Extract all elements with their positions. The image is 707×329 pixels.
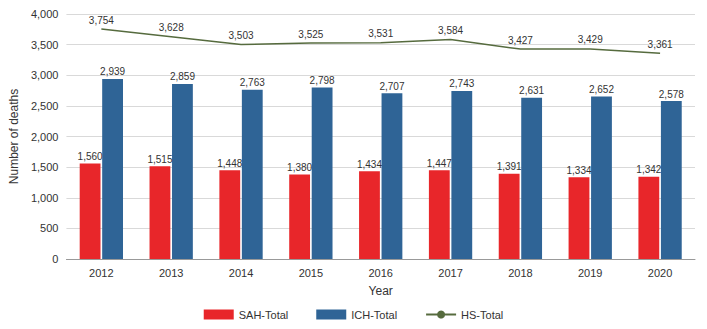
svg-text:3,361: 3,361 [648,39,673,50]
svg-text:0: 0 [52,253,58,265]
svg-text:1,000: 1,000 [31,192,59,204]
svg-text:2014: 2014 [229,267,253,279]
svg-text:1,434: 1,434 [357,159,382,170]
svg-text:SAH-Total: SAH-Total [239,309,289,321]
svg-text:3,531: 3,531 [368,28,393,39]
svg-text:500: 500 [40,222,58,234]
svg-text:ICH-Total: ICH-Total [351,309,397,321]
svg-text:2,652: 2,652 [589,84,614,95]
svg-text:Number of deaths: Number of deaths [7,89,21,184]
svg-text:2013: 2013 [159,267,183,279]
svg-text:1,448: 1,448 [217,158,242,169]
svg-text:3,584: 3,584 [438,25,463,36]
svg-text:Year: Year [369,284,393,298]
svg-text:3,525: 3,525 [298,29,323,40]
svg-text:1,515: 1,515 [147,154,172,165]
svg-text:HS-Total: HS-Total [461,309,503,321]
svg-text:3,500: 3,500 [31,39,59,51]
svg-text:3,628: 3,628 [159,22,184,33]
svg-text:2016: 2016 [368,267,392,279]
svg-text:1,391: 1,391 [497,161,522,172]
svg-text:2,631: 2,631 [519,85,544,96]
svg-text:4,000: 4,000 [31,8,59,20]
svg-text:1,447: 1,447 [427,158,452,169]
svg-text:2019: 2019 [578,267,602,279]
svg-text:2017: 2017 [438,267,462,279]
svg-text:1,500: 1,500 [31,161,59,173]
svg-text:3,427: 3,427 [508,35,533,46]
svg-text:2,939: 2,939 [100,66,125,77]
svg-text:3,000: 3,000 [31,69,59,81]
svg-text:2020: 2020 [648,267,672,279]
svg-text:1,560: 1,560 [78,151,103,162]
svg-text:2015: 2015 [299,267,323,279]
svg-text:2,578: 2,578 [659,89,684,100]
svg-text:1,342: 1,342 [636,164,661,175]
svg-text:2012: 2012 [89,267,113,279]
svg-text:2,859: 2,859 [170,71,195,82]
svg-text:2,763: 2,763 [240,77,265,88]
svg-text:2,743: 2,743 [449,78,474,89]
svg-text:3,503: 3,503 [229,30,254,41]
svg-text:1,334: 1,334 [566,165,591,176]
svg-text:2,798: 2,798 [310,75,335,86]
svg-text:3,429: 3,429 [578,34,603,45]
svg-text:2,000: 2,000 [31,131,59,143]
svg-text:3,754: 3,754 [89,15,114,26]
svg-text:1,380: 1,380 [287,162,312,173]
svg-text:2,500: 2,500 [31,100,59,112]
svg-text:2,707: 2,707 [379,81,404,92]
svg-text:2018: 2018 [508,267,532,279]
